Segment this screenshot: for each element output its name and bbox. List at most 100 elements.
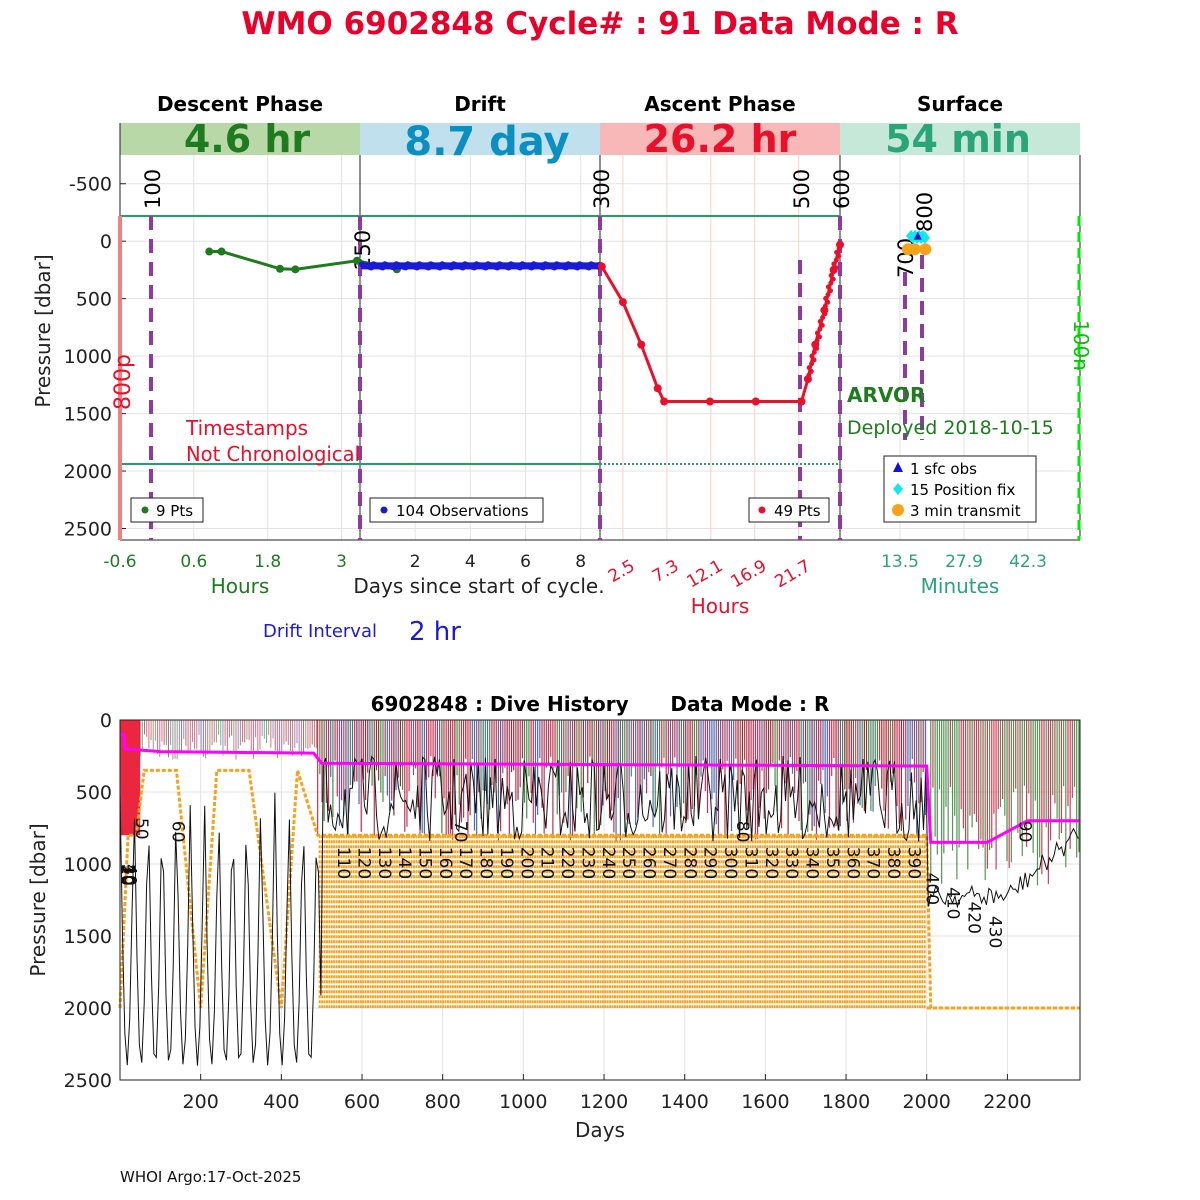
footer-credit: WHOI Argo:17-Oct-2025 xyxy=(120,1168,301,1186)
ascent-point xyxy=(836,245,842,251)
cycle-number-label: 210 xyxy=(537,847,557,879)
cycle-number-label: 110 xyxy=(333,847,353,879)
ascent-xtick-label: 2.5 xyxy=(605,556,638,587)
cycle-number-label: 250 xyxy=(618,847,638,879)
cycle-number-label: 60 xyxy=(167,821,187,843)
drift-xtick-label: 6 xyxy=(520,552,531,572)
cycle-number-label: 410 xyxy=(943,887,963,919)
top-ytick-label: 2500 xyxy=(64,519,112,541)
timestamps-warning-line2: Not Chronological xyxy=(186,442,360,466)
ascent-point xyxy=(811,349,817,355)
ascent-point xyxy=(820,307,826,313)
bottom-xtick-label: 2200 xyxy=(983,1091,1031,1113)
surface-xtick-label: 42.3 xyxy=(1009,552,1047,572)
marker-label-500: 500 xyxy=(790,169,814,209)
float-type: ARVOR xyxy=(847,383,925,407)
top-ylabel: Pressure [dbar] xyxy=(31,254,55,407)
descent-point xyxy=(291,265,300,274)
orange-depth-trace xyxy=(118,768,1080,1010)
cycle-number-label: 330 xyxy=(781,847,801,879)
ascent-point xyxy=(618,298,627,307)
ascent-point xyxy=(797,397,806,406)
drift-xlabel: Days since start of cycle. xyxy=(353,574,604,598)
cycle-number-label: 430 xyxy=(985,916,1005,948)
ascent-point xyxy=(819,322,825,328)
transmit-marker xyxy=(908,243,921,256)
gps-legend-marker xyxy=(893,483,903,495)
cycle-number-label: 320 xyxy=(761,847,781,879)
ascent-legend-marker xyxy=(758,506,766,514)
bottom-xtick-label: 200 xyxy=(183,1091,219,1113)
cycle-number-label: 30 xyxy=(118,864,138,886)
surface-legend-sfc-obs: 1 sfc obs xyxy=(910,460,977,478)
drift-legend-marker xyxy=(380,506,388,514)
ascent-point xyxy=(822,311,828,317)
ascent-legend-text: 49 Pts xyxy=(774,502,821,520)
ascent-point xyxy=(814,330,820,336)
bottom-xticks: 200 400 600 800 1000 1200 1400 1600 1800 2000 2200 xyxy=(183,1091,1032,1113)
descent-duration: 4.6 hr xyxy=(184,117,311,161)
ascent-point xyxy=(811,357,817,363)
bottom-xtick-label: 800 xyxy=(425,1091,461,1113)
cycle-number-label: 220 xyxy=(557,847,577,879)
bottom-xtick-label: 1000 xyxy=(499,1091,547,1113)
cycle-number-label: 130 xyxy=(374,847,394,879)
top-ytick-label: 500 xyxy=(76,289,112,311)
transmit-marker xyxy=(919,243,932,256)
cycle-number-label: 370 xyxy=(863,847,883,879)
cycle-number-label: 340 xyxy=(802,847,822,879)
ascent-duration-banner xyxy=(600,123,840,155)
bottom-data: 1020304050607080901001101201301401501601… xyxy=(116,720,1080,1066)
surface-duration: 54 min xyxy=(885,117,1031,161)
top-ytick-label: 1500 xyxy=(64,404,112,426)
label-100n: 100n xyxy=(1069,320,1093,371)
ascent-point xyxy=(705,397,714,406)
ascent-point xyxy=(830,276,836,282)
ascent-point xyxy=(839,242,844,248)
surface-xtick-label: 13.5 xyxy=(881,552,919,572)
ascent-legend: 49 Pts xyxy=(748,497,830,523)
cycle-number-label: 380 xyxy=(883,847,903,879)
ascent-xlabel: Hours xyxy=(691,594,750,618)
ascent-point xyxy=(834,249,840,255)
cycle-number-label: 70 xyxy=(450,821,470,843)
ascent-point xyxy=(597,262,606,271)
marker-label-800: 800 xyxy=(913,192,937,232)
cycle-number-label: 90 xyxy=(1014,821,1034,843)
bottom-xtick-label: 2000 xyxy=(903,1091,951,1113)
bottom-ytick-label: 2000 xyxy=(64,998,112,1020)
cycle-number-label: 180 xyxy=(476,847,496,879)
drift-legend-text: 104 Observations xyxy=(396,502,529,520)
drift-xtick-label: 8 xyxy=(575,552,586,572)
deployed-date: Deployed 2018-10-15 xyxy=(847,417,1054,439)
bottom-xtick-label: 400 xyxy=(263,1091,299,1113)
left-red-bar xyxy=(118,216,122,540)
marker-label-300: 300 xyxy=(590,169,614,209)
drift-duration-banner xyxy=(360,123,600,155)
top-ytick-label: 2000 xyxy=(64,461,112,483)
cycle-number-label: 50 xyxy=(131,818,151,840)
ascent-point xyxy=(808,368,814,374)
bottom-depth-trace xyxy=(119,755,1079,1066)
descent-xtick-label: 3 xyxy=(336,552,347,572)
bottom-xlabel: Days xyxy=(575,1118,625,1142)
bottom-xtick-label: 600 xyxy=(344,1091,380,1113)
cycle-number-label: 400 xyxy=(922,873,942,905)
descent-point xyxy=(352,256,361,265)
top-data xyxy=(205,230,932,406)
surface-legend: 1 sfc obs 15 Position fix 3 min transmit xyxy=(883,455,1037,523)
descent-xtick-label: 0.6 xyxy=(180,552,207,572)
cycle-number-label: 360 xyxy=(842,847,862,879)
cycle-number-label: 170 xyxy=(455,847,475,879)
transmit-legend-marker xyxy=(892,504,904,516)
surface-xtick-label: 27.9 xyxy=(945,552,983,572)
bottom-xtick-label: 1200 xyxy=(580,1091,628,1113)
cycle-number-label: 270 xyxy=(659,847,679,879)
sfc-obs-marker xyxy=(913,231,922,240)
descent-duration-banner xyxy=(120,123,360,155)
descent-legend-text: 9 Pts xyxy=(156,502,193,520)
bottom-xtick-label: 1400 xyxy=(661,1091,709,1113)
ascent-duration: 26.2 hr xyxy=(644,117,797,161)
ascent-point xyxy=(825,284,831,290)
